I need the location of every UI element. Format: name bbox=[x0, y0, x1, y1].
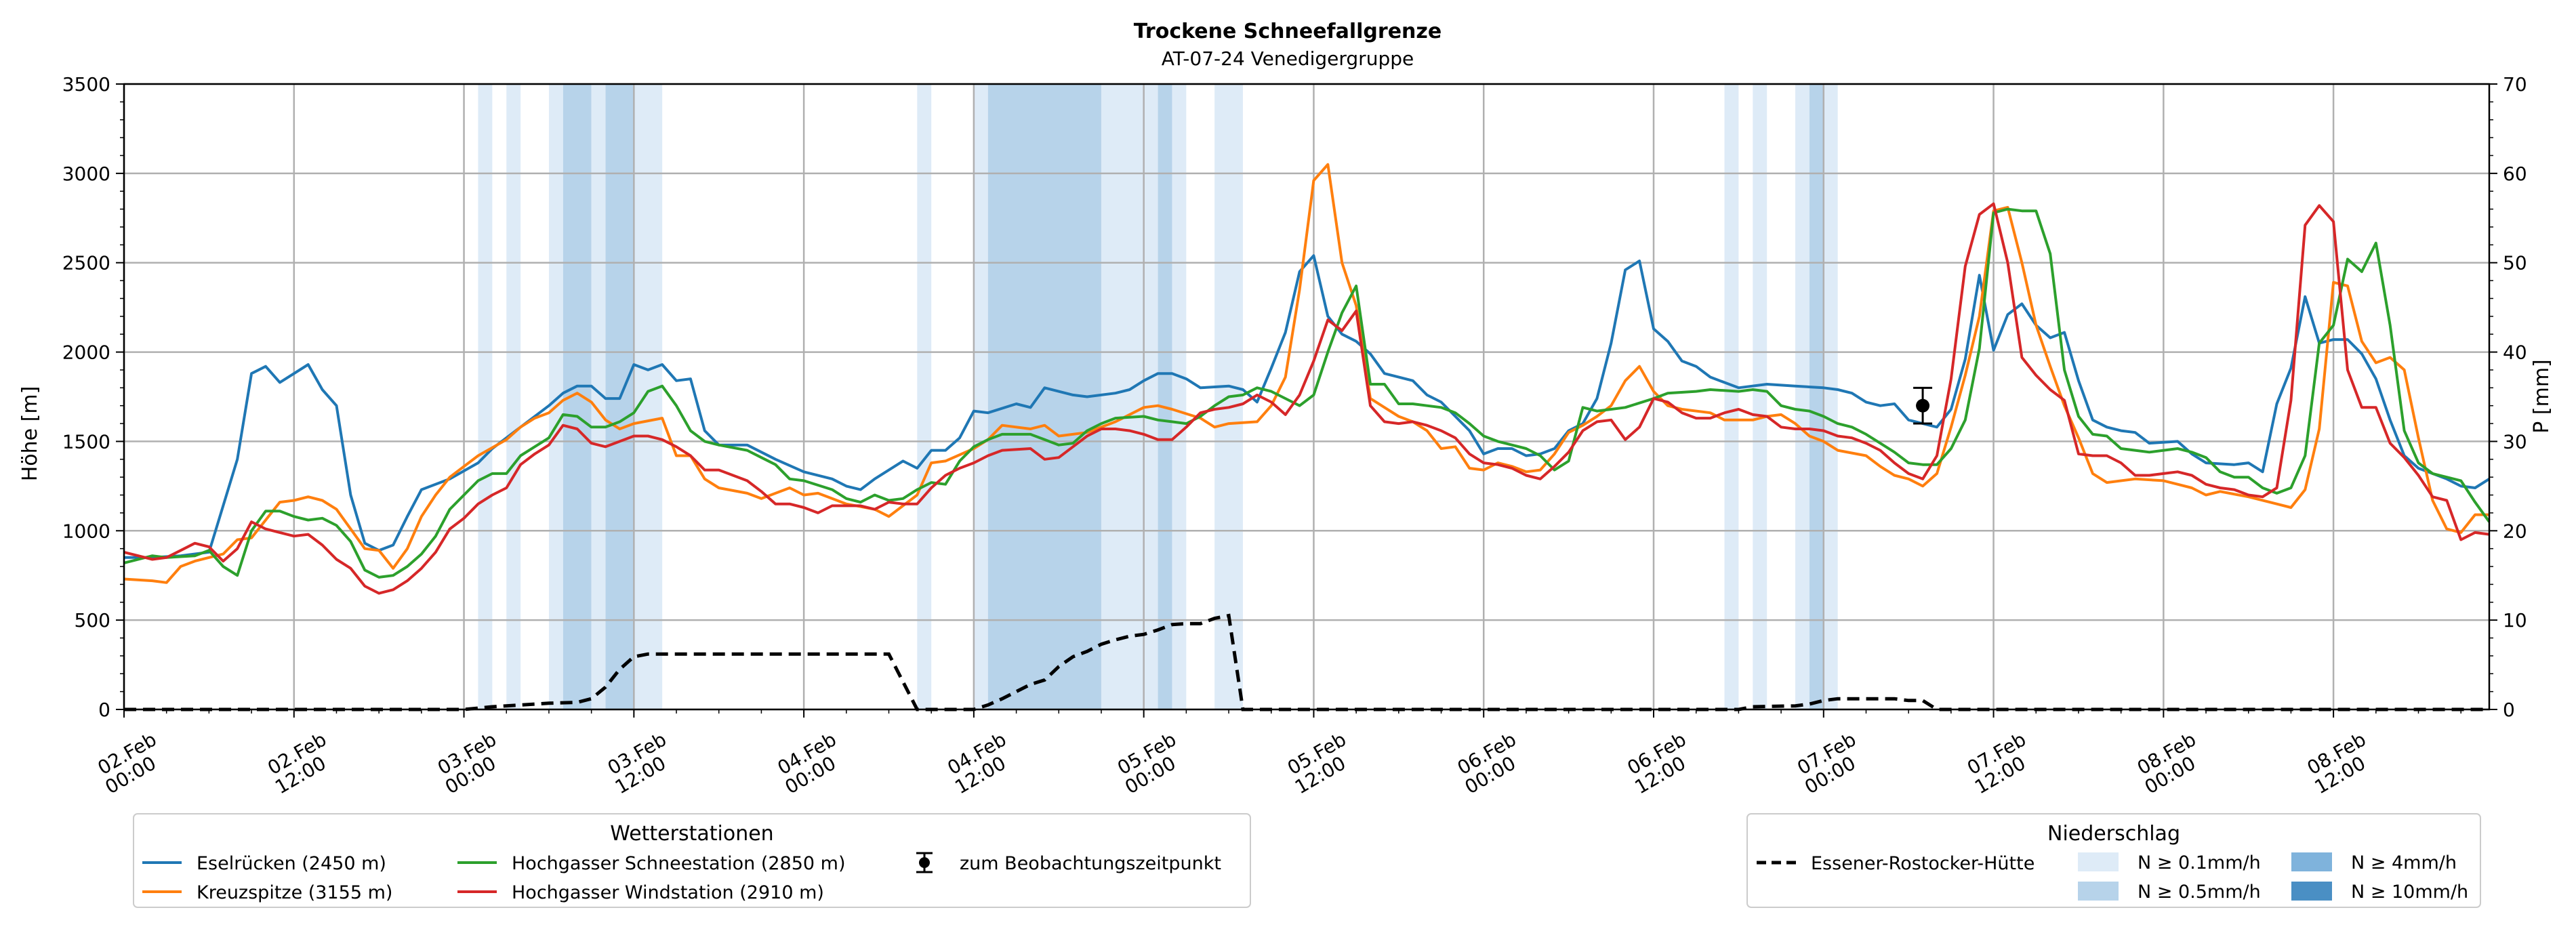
legend-level-swatch-3 bbox=[2291, 882, 2332, 901]
legend-level-swatch-0 bbox=[2078, 852, 2119, 871]
x-tick-label-7: 05.Feb12:00 bbox=[1281, 728, 1360, 798]
legend-label-precipitation: Essener-Rostocker-Hütte bbox=[1811, 853, 2035, 874]
legend-obs-point bbox=[919, 857, 930, 868]
precip-band-17 bbox=[1809, 84, 1824, 709]
x-tick-label-2: 03.Feb00:00 bbox=[431, 728, 510, 798]
precip-band-4 bbox=[591, 84, 606, 709]
x-tick-label-8: 06.Feb00:00 bbox=[1451, 728, 1530, 798]
x-tick-label-12: 08.Feb00:00 bbox=[2131, 728, 2210, 798]
legend-level-label-0: N ≥ 0.1mm/h bbox=[2138, 852, 2261, 873]
legend-level-label-3: N ≥ 10mm/h bbox=[2351, 882, 2468, 903]
legend-label-2: Hochgasser Schneestation (2850 m) bbox=[512, 853, 846, 874]
y-tick-label-5: 2500 bbox=[62, 252, 110, 274]
y2-axis-label: P [mm] bbox=[2530, 359, 2554, 433]
precip-band-18 bbox=[1823, 84, 1838, 709]
precip-bands bbox=[478, 84, 1838, 709]
y-tick-label-1: 500 bbox=[75, 609, 110, 632]
legend-level-label-2: N ≥ 4mm/h bbox=[2351, 852, 2457, 873]
precip-band-0 bbox=[478, 84, 493, 709]
legend-level-swatch-1 bbox=[2078, 882, 2119, 901]
precip-band-10 bbox=[1101, 84, 1158, 709]
x-tick-label-10: 07.Feb00:00 bbox=[1791, 728, 1870, 798]
x-tick-label-11: 07.Feb12:00 bbox=[1961, 728, 2040, 798]
y2-tick-label-4: 40 bbox=[2503, 342, 2527, 364]
y-tick-label-6: 3000 bbox=[62, 163, 110, 185]
series-lines bbox=[123, 163, 2491, 711]
y2-tick-label-5: 50 bbox=[2503, 252, 2527, 274]
legend-label-3: Hochgasser Windstation (2910 m) bbox=[512, 882, 824, 903]
precip-band-16 bbox=[1795, 84, 1810, 709]
chart-subtitle: AT-07-24 Venedigergruppe bbox=[1162, 47, 1414, 70]
legend-level-label-1: N ≥ 0.5mm/h bbox=[2138, 882, 2261, 903]
precip-legend: Niederschlag Essener-Rostocker-Hütte N ≥ 0… bbox=[1746, 813, 2481, 908]
x-tick-label-1: 02.Feb12:00 bbox=[261, 728, 340, 798]
x-tick-label-9: 06.Feb12:00 bbox=[1621, 728, 1700, 798]
precip-band-15 bbox=[1753, 84, 1767, 709]
legend-label-1: Kreuzspitze (3155 m) bbox=[197, 882, 392, 903]
x-tick-label-4: 04.Feb00:00 bbox=[771, 728, 851, 798]
legend-label-observation: zum Beobachtungszeitpunkt bbox=[960, 853, 1221, 874]
observation-point bbox=[1916, 398, 1930, 413]
precip-band-1 bbox=[506, 84, 521, 709]
precip-band-14 bbox=[1724, 84, 1739, 709]
y-tick-label-7: 3500 bbox=[62, 73, 110, 96]
precip-band-2 bbox=[548, 84, 563, 709]
y2-tick-label-3: 30 bbox=[2503, 430, 2527, 453]
x-tick-label-13: 08.Feb12:00 bbox=[2301, 728, 2380, 798]
y-tick-label-4: 2000 bbox=[62, 342, 110, 364]
station-legend-box bbox=[133, 813, 1251, 908]
y-axis-label: Höhe [m] bbox=[18, 386, 42, 482]
y2-tick-label-0: 0 bbox=[2503, 699, 2515, 721]
legend-label-0: Eselrücken (2450 m) bbox=[197, 853, 386, 874]
precip-band-7 bbox=[917, 84, 932, 709]
precip-band-6 bbox=[634, 84, 663, 709]
series-line-2 bbox=[123, 207, 2491, 579]
legend-level-swatch-2 bbox=[2291, 852, 2332, 871]
y2-tick-label-1: 10 bbox=[2503, 609, 2527, 632]
x-tick-label-3: 03.Feb12:00 bbox=[601, 728, 680, 798]
x-tick-label-0: 02.Feb00:00 bbox=[91, 728, 171, 798]
station-legend: Wetterstationen Eselrücken (2450 m) Kreuzs… bbox=[133, 813, 1251, 908]
y2-tick-label-7: 70 bbox=[2503, 73, 2527, 96]
precip-band-12 bbox=[1172, 84, 1187, 709]
observation-marker bbox=[1913, 386, 1933, 425]
precip-legend-title: Niederschlag bbox=[2047, 822, 2180, 846]
y-tick-label-0: 0 bbox=[98, 699, 110, 721]
chart-title: Trockene Schneefallgrenze bbox=[1134, 20, 1442, 43]
plot-frame bbox=[123, 83, 2491, 711]
y2-tick-label-2: 20 bbox=[2503, 520, 2527, 542]
y2-tick-label-6: 60 bbox=[2503, 163, 2527, 185]
x-tick-label-6: 05.Feb00:00 bbox=[1111, 728, 1190, 798]
series-line-3 bbox=[123, 202, 2490, 595]
series-line-0 bbox=[124, 254, 2491, 559]
axes: 0 500 1000 1500 2000 2500 3000 3500 0 10 20 30 40 50 6… bbox=[62, 73, 2527, 798]
x-tick-label-5: 04.Feb12:00 bbox=[941, 728, 1020, 798]
precip-band-11 bbox=[1158, 84, 1172, 709]
y-tick-label-2: 1000 bbox=[62, 520, 110, 542]
station-legend-title: Wetterstationen bbox=[610, 822, 773, 846]
precip-band-8 bbox=[973, 84, 988, 709]
y-tick-label-3: 1500 bbox=[62, 430, 110, 453]
